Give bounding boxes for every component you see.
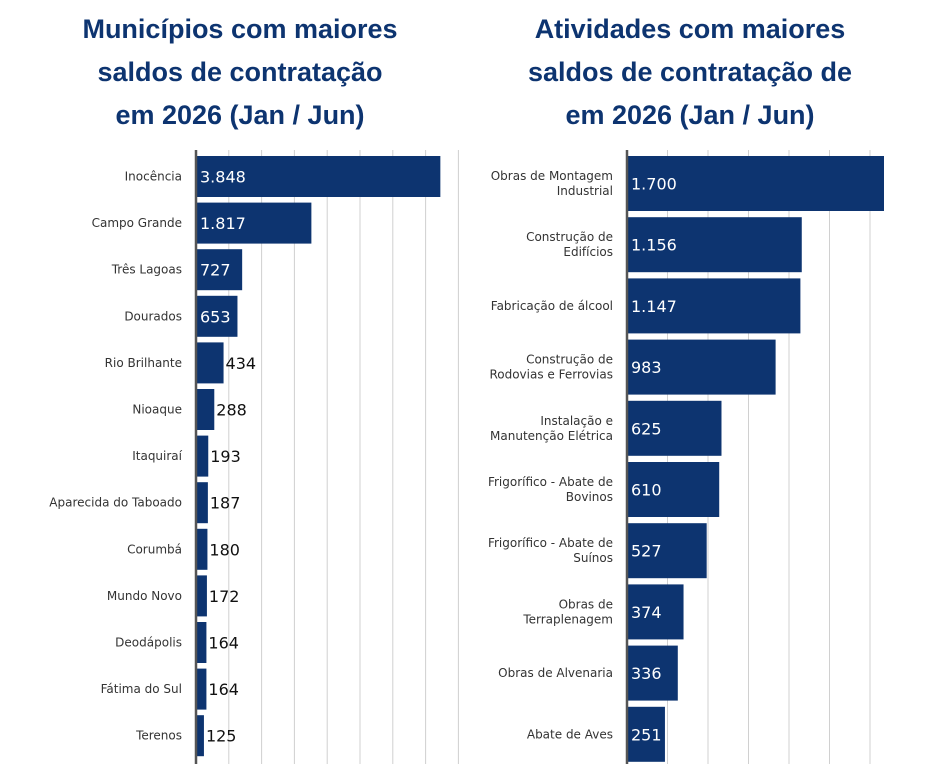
atividades-value-label: 336: [631, 664, 662, 683]
atividades-bar: [627, 339, 776, 395]
municipios-bar: [196, 528, 208, 570]
municipios-value-label: 164: [208, 680, 239, 699]
municipios-value-label: 164: [208, 634, 239, 653]
municipios-category-label: Mundo Novo: [107, 589, 182, 603]
municipios-bar: [196, 295, 238, 337]
atividades-category-label: Abate de Aves: [527, 727, 613, 741]
atividades-bar: [627, 217, 802, 273]
municipios-bar: [196, 668, 207, 710]
atividades-bar: [627, 523, 707, 579]
municipios-category-label: Campo Grande: [92, 216, 182, 230]
atividades-category-label: Frigorífico - Abate de Suínos: [488, 536, 613, 565]
atividades-category-label: Fabricação de álcool: [491, 299, 613, 313]
atividades-category-label: Obras de Montagem Industrial: [491, 169, 613, 198]
atividades-value-label: 374: [631, 603, 662, 622]
atividades-value-label: 1.156: [631, 236, 677, 255]
municipios-category-label: Itaquiraí: [132, 449, 182, 463]
atividades-bar: [627, 278, 801, 334]
municipios-bar: [196, 622, 207, 663]
municipios-category-label: Terenos: [135, 729, 182, 743]
atividades-value-label: 1.700: [631, 175, 677, 194]
municipios-value-label: 288: [216, 401, 247, 420]
municipios-value-label: 193: [210, 447, 241, 466]
chart-title-municipios: Municípios com maiores saldos de contrat…: [82, 14, 398, 130]
atividades-bar: [627, 584, 684, 640]
atividades-value-label: 1.147: [631, 297, 677, 316]
municipios-bar: [196, 575, 207, 617]
municipios-category-label: Três Lagoas: [111, 263, 182, 277]
municipios-bar: [196, 249, 243, 291]
atividades-bar: [627, 645, 678, 701]
atividades-bar: [627, 156, 884, 211]
atividades-bar: [627, 462, 720, 517]
municipios-category-label: Rio Brilhante: [105, 356, 182, 370]
atividades-value-label: 983: [631, 358, 662, 377]
municipios-category-label: Inocência: [125, 170, 182, 184]
municipios-category-label: Nioaque: [132, 403, 182, 417]
municipios-bar: [196, 202, 312, 244]
municipios-bar: [196, 435, 209, 477]
atividades-category-label: Instalação e Manutenção Elétrica: [490, 414, 613, 443]
atividades-category-label: Frigorífico - Abate de Bovinos: [488, 475, 613, 504]
atividades-bar: [627, 706, 665, 762]
municipios-value-label: 653: [200, 307, 231, 326]
municipios-bar: [196, 482, 208, 524]
municipios-bar: [196, 342, 224, 384]
municipios-value-label: 180: [209, 540, 240, 559]
atividades-value-label: 527: [631, 542, 662, 561]
municipios-bar: [196, 715, 204, 757]
municipios-value-label: 125: [206, 727, 237, 746]
bar-chart-municipios: Inocência 3.848 Campo Grande 1.817 Três Lago…: [49, 150, 459, 764]
atividades-category-label: Construção de Edifícios: [526, 230, 613, 259]
atividades-value-label: 625: [631, 419, 662, 438]
municipios-bar: [196, 156, 441, 197]
atividades-value-label: 610: [631, 481, 662, 500]
municipios-category-label: Deodápolis: [115, 636, 182, 650]
municipios-category-label: Fátima do Sul: [101, 682, 182, 696]
atividades-value-label: 251: [631, 725, 662, 744]
atividades-category-label: Obras de Alvenaria: [498, 666, 613, 680]
atividades-bar: [627, 400, 722, 456]
atividades-category-label: Obras de Terraplenagem: [522, 597, 613, 626]
municipios-value-label: 187: [210, 494, 241, 513]
municipios-category-label: Corumbá: [127, 542, 182, 556]
municipios-category-label: Dourados: [124, 309, 182, 323]
chart-title-atividades: Atividades com maiores saldos de contrat…: [527, 14, 853, 130]
municipios-value-label: 1.817: [200, 214, 246, 233]
municipios-bar: [196, 389, 215, 430]
municipios-value-label: 727: [200, 261, 231, 280]
municipios-category-label: Aparecida do Taboado: [49, 496, 182, 510]
municipios-value-label: 172: [209, 587, 240, 606]
bar-chart-atividades: Obras de Montagem Industrial 1.700 Construç…: [488, 150, 884, 764]
atividades-category-label: Construção de Rodovias e Ferrovias: [489, 353, 613, 382]
municipios-value-label: 434: [226, 354, 257, 373]
municipios-value-label: 3.848: [200, 168, 246, 187]
